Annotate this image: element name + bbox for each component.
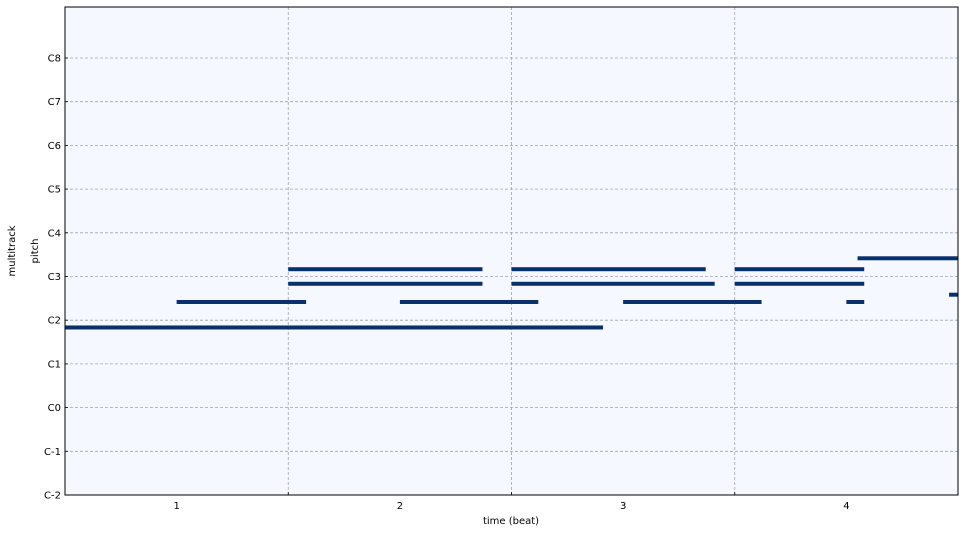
plot-background (65, 7, 958, 495)
grid-lines (65, 7, 958, 496)
y-tick-label: C0 (48, 403, 61, 414)
y-tick-label: C7 (48, 97, 61, 108)
note-bar (511, 267, 706, 272)
y-tick-label: C3 (48, 272, 61, 283)
note-bar (734, 281, 865, 286)
x-tick-label: 3 (620, 501, 626, 512)
x-axis-label: time (beat) (483, 516, 539, 527)
y-axis-label: pitch (30, 239, 41, 264)
note-bar (846, 299, 865, 304)
track-label: multitrack (7, 225, 18, 276)
x-tick-label: 1 (173, 501, 179, 512)
note-bar (949, 292, 958, 297)
x-tick-label: 4 (843, 501, 849, 512)
note-bar (288, 281, 483, 286)
note-bar (288, 267, 483, 272)
note-bar (734, 267, 865, 272)
x-tick-label: 2 (397, 501, 403, 512)
note-bar (65, 325, 604, 330)
y-tick-label: C2 (48, 316, 61, 327)
y-tick-label: C-2 (44, 491, 61, 502)
note-bar (176, 299, 307, 304)
y-tick-label: C4 (48, 228, 61, 239)
note-bar (623, 299, 762, 304)
y-tick-label: C-1 (44, 447, 61, 458)
note-bar (399, 299, 539, 304)
y-tick-label: C5 (48, 185, 61, 196)
notes-layer (65, 256, 958, 330)
y-tick-label: C1 (48, 359, 61, 370)
y-tick-label: C6 (48, 141, 61, 152)
axis-ticks: C-2 C-1 C0 C1 C2 C3 C4 C5 C6 C7 C8 1 2 3 4 (44, 53, 850, 512)
y-tick-label: C8 (48, 53, 61, 64)
note-bar (857, 256, 958, 261)
note-bar (511, 281, 715, 286)
